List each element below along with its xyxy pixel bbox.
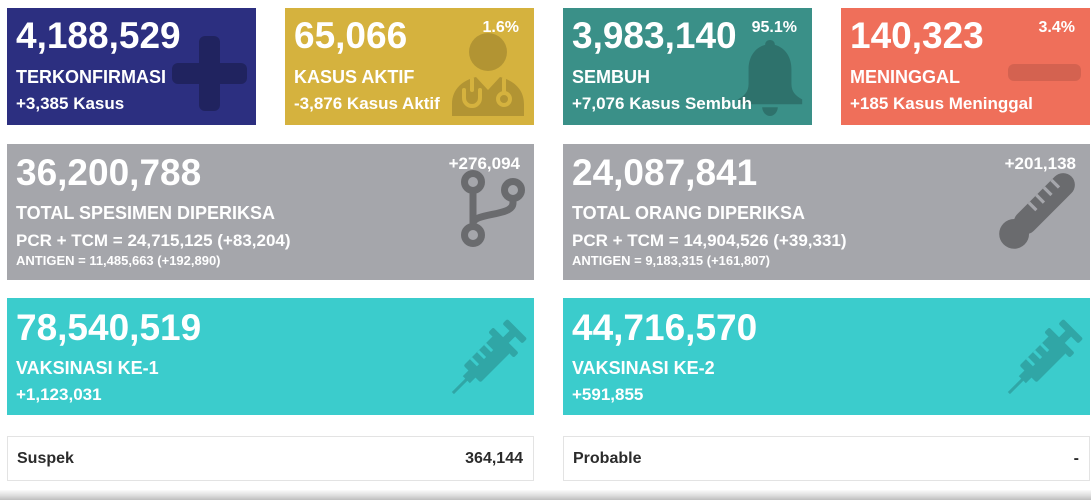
deaths-card: 3.4% 140,323 MENINGGAL +185 Kasus Mening…	[841, 8, 1090, 125]
confirmed-change: +3,385 Kasus	[16, 94, 125, 113]
vaccination-dose1-label: VAKSINASI KE-1	[16, 358, 159, 378]
deaths-label: MENINGGAL	[850, 67, 960, 87]
probable-label: Probable	[573, 449, 642, 467]
thermometer-icon	[999, 173, 1075, 249]
active-count: 65,066	[294, 15, 408, 56]
vaccination-dose1-change: +1,123,031	[16, 385, 102, 404]
vaccination-dose2-change: +591,855	[572, 385, 644, 404]
deaths-percent: 3.4%	[1038, 19, 1075, 36]
specimens-antigen: ANTIGEN = 11,485,663 (+192,890)	[16, 253, 221, 268]
code-fork-icon	[461, 170, 525, 247]
doctor-icon	[452, 33, 524, 116]
deaths-count: 140,323	[850, 15, 984, 56]
people-tested-card: +201,138 24,087,841 TOTAL ORANG DIPERIKS…	[563, 144, 1090, 280]
bell-icon	[737, 39, 803, 116]
specimens-pcr-tcm: PCR + TCM = 24,715,125 (+83,204)	[16, 231, 291, 250]
vaccination-dose1-count: 78,540,519	[16, 307, 202, 348]
vaccination-dose2-card: 44,716,570 VAKSINASI KE-2 +591,855	[563, 298, 1090, 415]
recovered-card: 95.1% 3,983,140 SEMBUH +7,076 Kasus Semb…	[563, 8, 812, 125]
recovered-percent: 95.1%	[751, 19, 797, 36]
plus-icon	[172, 36, 247, 111]
active-percent: 1.6%	[482, 19, 519, 36]
people-tested-antigen: ANTIGEN = 9,183,315 (+161,807)	[572, 253, 771, 268]
vaccination-dose2-count: 44,716,570	[572, 307, 758, 348]
active-label: KASUS AKTIF	[294, 67, 415, 87]
specimens-label: TOTAL SPESIMEN DIPERIKSA	[16, 203, 276, 223]
people-tested-count: 24,087,841	[572, 152, 758, 193]
people-tested-pcr-tcm: PCR + TCM = 14,904,526 (+39,331)	[572, 231, 847, 250]
recovered-label: SEMBUH	[572, 67, 651, 87]
recovered-count: 3,983,140	[572, 15, 737, 56]
syringe-icon	[451, 319, 527, 395]
confirmed-card: 4,188,529 TERKONFIRMASI +3,385 Kasus	[7, 8, 256, 125]
suspect-label: Suspek	[17, 449, 74, 467]
bottom-shadow	[0, 490, 1091, 500]
active-change: -3,876 Kasus Aktif	[294, 94, 440, 113]
deaths-change: +185 Kasus Meninggal	[850, 94, 1033, 113]
probable-value: -	[1073, 449, 1079, 467]
active-card: 1.6% 65,066 KASUS AKTIF -3,876 Kasus Akt…	[285, 8, 534, 125]
confirmed-count: 4,188,529	[16, 15, 181, 56]
people-tested-label: TOTAL ORANG DIPERIKSA	[572, 203, 806, 223]
probable-row: Probable -	[563, 436, 1090, 481]
specimens-count: 36,200,788	[16, 152, 202, 193]
vaccination-dose2-label: VAKSINASI KE-2	[572, 358, 715, 378]
minus-icon	[1008, 64, 1081, 81]
confirmed-label: TERKONFIRMASI	[16, 67, 166, 87]
specimens-card: +276,094 36,200,788 TOTAL SPESIMEN DIPER…	[7, 144, 534, 280]
syringe-icon	[1007, 319, 1083, 395]
people-tested-change: +201,138	[1004, 154, 1076, 173]
suspect-value: 364,144	[465, 449, 523, 467]
vaccination-dose1-card: 78,540,519 VAKSINASI KE-1 +1,123,031	[7, 298, 534, 415]
recovered-change: +7,076 Kasus Sembuh	[572, 94, 753, 113]
specimens-change: +276,094	[448, 154, 520, 173]
suspect-row: Suspek 364,144	[7, 436, 534, 481]
